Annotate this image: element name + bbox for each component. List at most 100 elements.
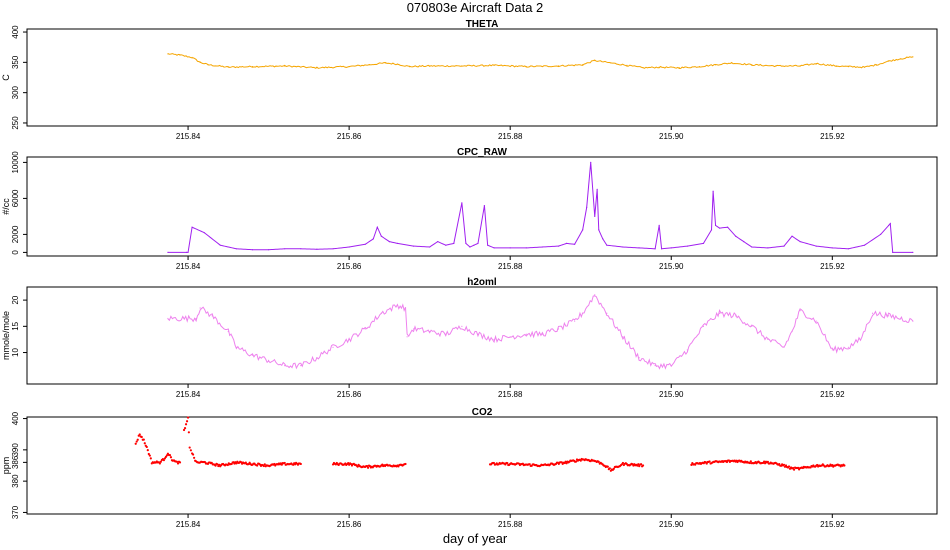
- data-point: [473, 244, 475, 246]
- data-point: [332, 248, 334, 250]
- data-point: [178, 461, 182, 464]
- data-point: [191, 226, 193, 228]
- y-axis-label: C: [1, 74, 11, 81]
- data-point: [638, 247, 640, 249]
- data-point: [168, 453, 172, 457]
- data-point: [230, 462, 233, 466]
- data-point: [158, 462, 161, 465]
- data-point: [235, 248, 237, 250]
- data-point: [622, 246, 624, 248]
- data-point: [748, 461, 751, 465]
- data-point: [799, 309, 801, 312]
- data-point: [348, 338, 350, 341]
- data-point: [185, 420, 189, 423]
- data-point: [148, 454, 151, 457]
- data-point: [602, 238, 604, 240]
- data-point: [641, 464, 645, 467]
- data-point: [445, 333, 447, 335]
- panel-title: CO2: [472, 407, 493, 418]
- data-point: [791, 330, 793, 333]
- data-point: [372, 238, 374, 240]
- x-tick-label: 215.84: [176, 132, 201, 141]
- data-point: [621, 461, 625, 465]
- panel-cpc-raw: CPC_RAW #/cc 215.84 215.86 215.88 215.90 215.9…: [1, 147, 938, 271]
- data-point: [214, 464, 217, 467]
- data-point: [189, 449, 192, 452]
- x-tick-label: 215.86: [337, 262, 362, 271]
- data-point: [900, 58, 902, 60]
- y-axis-label: ppm: [1, 457, 11, 475]
- data-point: [404, 462, 407, 466]
- y-tick-label: 250: [11, 116, 20, 130]
- x-tick-label: 215.88: [498, 390, 523, 399]
- data-point: [195, 317, 197, 320]
- data-point: [283, 461, 286, 465]
- x-tick-label: 215.92: [820, 262, 845, 271]
- data-point: [560, 461, 563, 464]
- data-point: [767, 338, 769, 341]
- data-point: [408, 65, 411, 68]
- panel-h2oml: h2oml mmole/mole 215.84 215.86 215.88 215.90 2…: [1, 277, 938, 399]
- data-point: [843, 464, 846, 467]
- data-point: [142, 438, 145, 441]
- panel-theta: THETA C 215.84 215.86 215.88 215.90 215.92 250 3…: [1, 19, 938, 141]
- data-point: [594, 59, 596, 62]
- data-point: [299, 462, 302, 466]
- data-point: [731, 62, 733, 64]
- data-point: [227, 330, 229, 333]
- data-point: [134, 442, 137, 445]
- data-point: [493, 247, 495, 249]
- point-segment: [488, 457, 645, 472]
- data-point: [859, 338, 862, 341]
- data-point: [831, 349, 833, 351]
- x-tick-label: 215.84: [176, 520, 201, 529]
- y-tick-label: 386: [11, 455, 20, 469]
- data-point: [783, 245, 785, 247]
- data-point: [863, 66, 866, 68]
- data-point: [219, 244, 221, 246]
- data-point: [714, 64, 717, 66]
- data-point: [388, 241, 390, 243]
- data-point: [727, 226, 729, 228]
- data-point: [654, 248, 656, 250]
- data-point: [766, 460, 769, 463]
- data-point: [235, 462, 238, 465]
- data-point: [670, 365, 672, 367]
- data-point: [658, 66, 660, 68]
- data-point: [815, 320, 817, 322]
- data-point: [267, 359, 270, 362]
- panel-title: h2oml: [467, 277, 497, 288]
- data-point: [678, 67, 680, 69]
- data-point: [263, 463, 266, 466]
- data-point: [493, 64, 495, 66]
- data-point: [429, 246, 431, 248]
- data-point: [743, 241, 745, 243]
- data-point: [525, 65, 527, 68]
- data-point: [284, 65, 286, 67]
- data-point: [642, 67, 644, 69]
- data-point: [778, 462, 781, 466]
- y-tick-label: 400: [11, 25, 20, 39]
- series-line: [167, 162, 913, 253]
- data-point: [316, 357, 318, 359]
- data-point: [763, 460, 766, 463]
- x-axis-label: day of year: [443, 531, 508, 546]
- data-point: [185, 251, 188, 253]
- data-point: [262, 464, 265, 468]
- data-point: [404, 307, 407, 309]
- data-point: [251, 354, 254, 356]
- data-point: [847, 248, 850, 250]
- data-point: [718, 227, 721, 229]
- data-point: [256, 464, 259, 467]
- data-point: [364, 243, 366, 245]
- data-point: [525, 247, 527, 249]
- data-point: [888, 224, 890, 226]
- data-point: [366, 466, 370, 469]
- data-point: [702, 242, 705, 244]
- y-tick-label: 350: [11, 55, 20, 69]
- data-point: [175, 460, 179, 463]
- series-line: [167, 295, 914, 370]
- y-tick-label: 6000: [11, 189, 20, 207]
- data-point: [751, 325, 753, 327]
- data-point: [509, 247, 511, 249]
